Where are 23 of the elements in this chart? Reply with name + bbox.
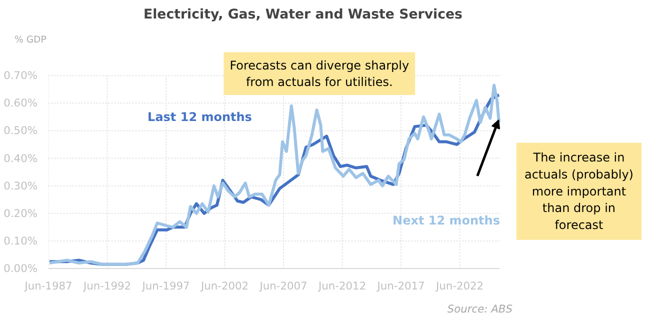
source-note: Source: ABS xyxy=(447,302,513,316)
y-tick-label: 0.10% xyxy=(4,234,38,248)
x-tick-label: Jun-1987 xyxy=(24,280,72,292)
y-tick-label: 0.20% xyxy=(4,206,38,220)
y-tick-label: 0.60% xyxy=(4,96,38,110)
x-tick-label: Jun-2002 xyxy=(200,280,249,292)
x-tick-label: Jun-2012 xyxy=(317,280,366,292)
y-tick-label: 0.00% xyxy=(4,262,38,275)
x-tick-label: Jun-2007 xyxy=(258,280,308,292)
annotation: Forecasts can diverge sharply from actuals for utilities. xyxy=(230,58,410,90)
y-tick-label: 0.70% xyxy=(4,69,38,82)
y-tick-label: 0.40% xyxy=(4,152,38,165)
chart-title: Electricity, Gas, Water and Waste Services xyxy=(144,8,463,22)
text: Next 12 months xyxy=(392,213,500,228)
x-tick-label: Jun-1997 xyxy=(141,280,190,292)
x-tick-label: Jun-2022 xyxy=(434,280,484,292)
x-tick-label: Jun-1992 xyxy=(82,280,132,292)
y-tick-label: 0.50% xyxy=(4,124,38,138)
text: Last 12 months xyxy=(148,110,252,124)
text: The increase in actuals (probably) more important than drop in forecast xyxy=(524,150,634,232)
y-tick-label: 0.30% xyxy=(4,179,38,192)
x-tick-label: Jun-2017 xyxy=(376,280,425,292)
y-axis-title: % GDP xyxy=(14,34,47,46)
